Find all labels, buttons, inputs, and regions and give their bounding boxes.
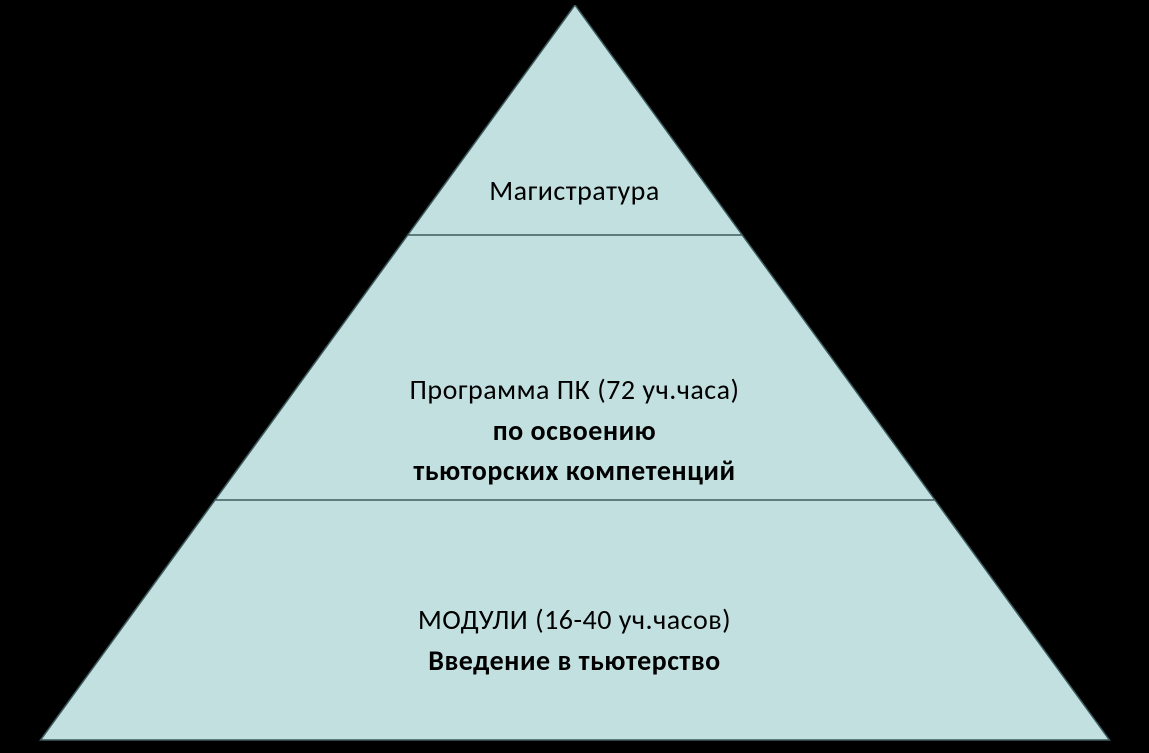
pyramid-level-middle: Программа ПК (72 уч.часа) по освоению ть… — [0, 370, 1149, 492]
pyramid-diagram: Магистратура Программа ПК (72 уч.часа) п… — [0, 5, 1149, 750]
level-top-line1: Магистратура — [0, 173, 1149, 208]
pyramid-level-bottom: МОДУЛИ (16-40 уч.часов) Введение в тьюте… — [0, 600, 1149, 681]
pyramid-level-top: Магистратура — [0, 173, 1149, 208]
level-middle-line2: по освоению — [0, 411, 1149, 452]
level-bottom-line2: Введение в тьютерство — [0, 641, 1149, 682]
level-middle-line1: Программа ПК (72 уч.часа) — [0, 370, 1149, 411]
level-middle-line3: тьюторских компетенций — [0, 451, 1149, 492]
level-bottom-line1: МОДУЛИ (16-40 уч.часов) — [0, 600, 1149, 641]
